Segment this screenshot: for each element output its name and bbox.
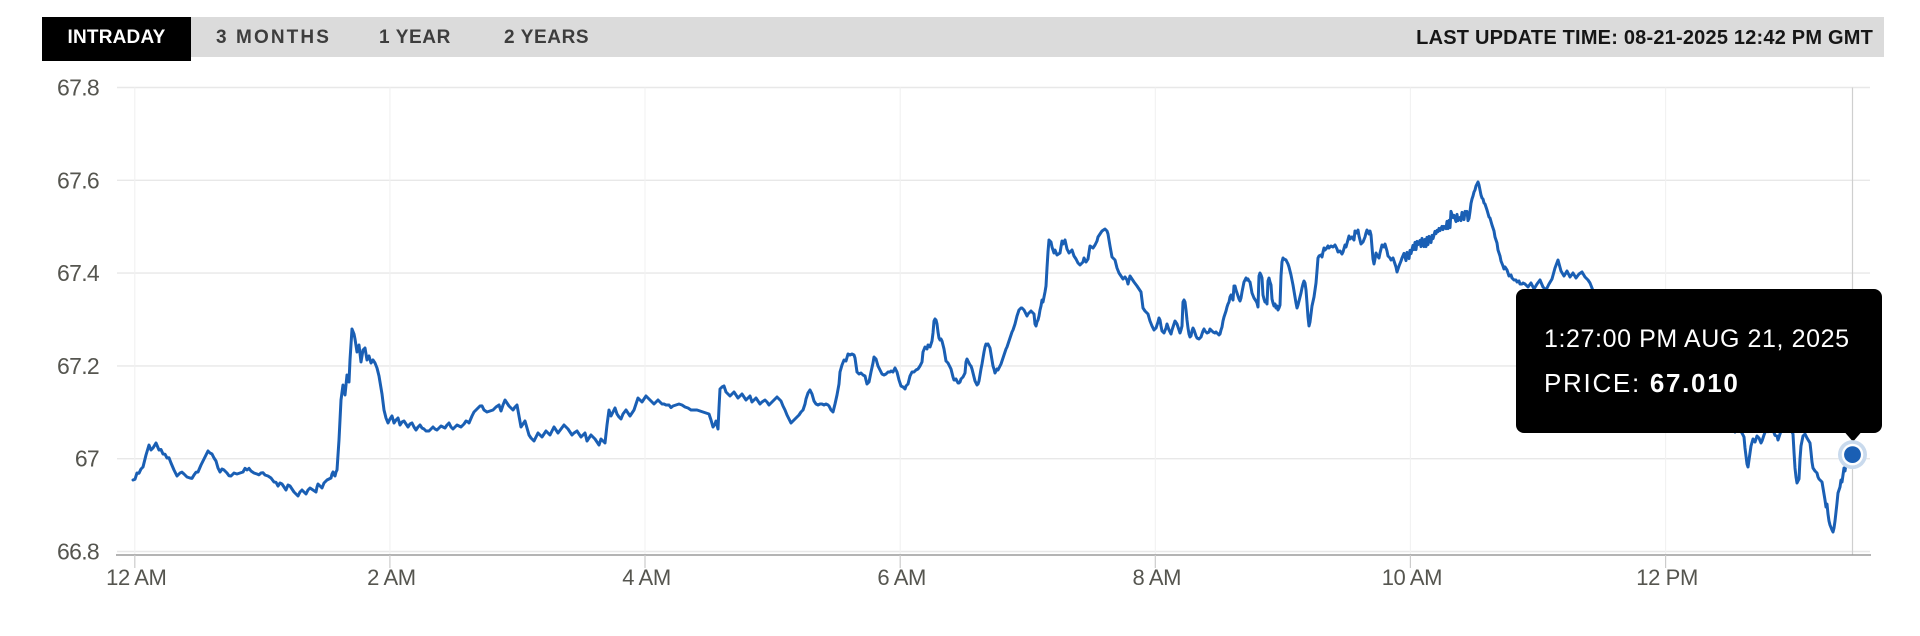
svg-text:67.2: 67.2 (57, 353, 99, 379)
svg-text:67.8: 67.8 (57, 75, 99, 101)
svg-text:1:27:00 PM AUG 21, 2025: 1:27:00 PM AUG 21, 2025 (1544, 325, 1850, 353)
svg-text:6 AM: 6 AM (877, 565, 926, 590)
svg-text:4 AM: 4 AM (622, 565, 671, 590)
svg-text:8 AM: 8 AM (1133, 565, 1182, 590)
svg-text:12 AM: 12 AM (106, 565, 166, 590)
svg-text:67: 67 (75, 446, 99, 472)
svg-text:66.8: 66.8 (57, 539, 99, 565)
svg-text:10 AM: 10 AM (1382, 565, 1442, 590)
svg-text:PRICE: 67.010: PRICE: 67.010 (1544, 368, 1740, 398)
svg-text:67.6: 67.6 (57, 167, 99, 193)
svg-text:12 PM: 12 PM (1636, 565, 1698, 590)
svg-text:67.4: 67.4 (57, 260, 100, 286)
svg-text:2 AM: 2 AM (367, 565, 416, 590)
